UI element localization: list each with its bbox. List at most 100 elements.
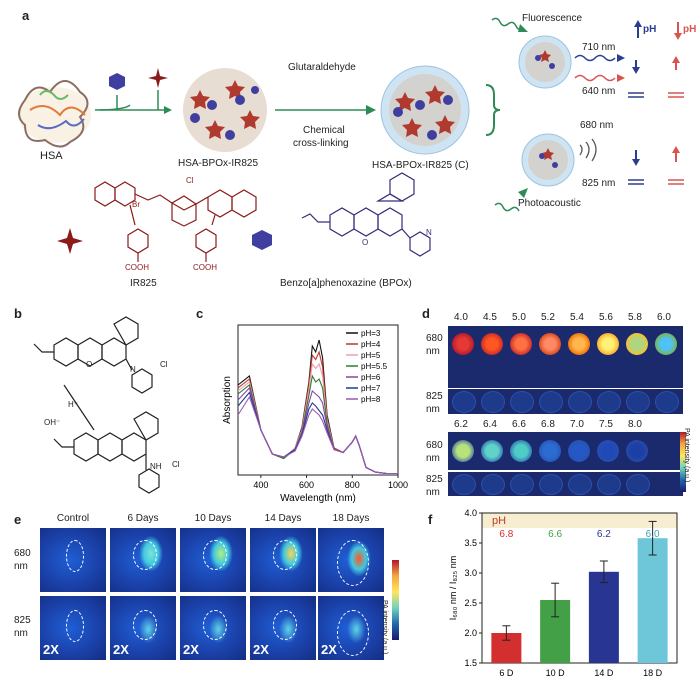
e-row-825-label: 825 [14, 615, 31, 626]
e-tumor-outline [66, 610, 84, 642]
e-tumor-outline [337, 610, 369, 656]
bpox-hexagon-icon [109, 73, 125, 90]
e-row-680-nm: nm [14, 561, 28, 572]
d-ph-label-top: 6.0 [657, 312, 671, 323]
panel-label-e: e [14, 512, 22, 527]
panel-label-a: a [22, 8, 30, 23]
d-well-680 [481, 333, 503, 355]
d-well-680-bottom [568, 440, 590, 462]
d-ph-label-bottom: 6.8 [541, 419, 555, 430]
cooh-label-2: COOH [193, 263, 217, 272]
d-colorbar [680, 432, 686, 492]
e-column-label: 18 Days [332, 513, 370, 524]
bpox-structure [301, 172, 431, 257]
e-zoom-label: 2X [183, 642, 199, 657]
bpox-hexagon-icon-2 [252, 230, 272, 250]
d-row-825b-nm: nm [426, 487, 440, 498]
d-well-680-bottom [481, 440, 503, 462]
f-ph-value: 6.2 [597, 529, 611, 540]
ir825-cl-label: Cl [186, 176, 194, 185]
d-well-825 [626, 391, 650, 413]
b-ohminus-label: OH⁻ [44, 418, 61, 427]
wavelength-825-label: 825 nm [582, 178, 616, 189]
f-ph-value: 6.0 [646, 529, 660, 540]
d-well-680-bottom [539, 440, 561, 462]
bpox-o-label: O [362, 238, 369, 247]
e-zoom-label: 2X [253, 642, 269, 657]
np2-label: HSA-BPOx-IR825 (C) [372, 160, 469, 171]
d-ph-label-bottom: 7.0 [570, 419, 584, 430]
fluorescence-nanoparticle [518, 35, 572, 89]
ir825-structure [94, 181, 257, 262]
d-well-825-bottom [597, 474, 621, 495]
ratio-bar-chart: 1.5 2.0 2.5 3.0 3.5 4.0 I₆₈₀ nm / I₈₂₅ nm pH 6.8… [448, 508, 678, 678]
e-tumor-outline [203, 540, 227, 570]
d-well-680-bottom [452, 440, 474, 462]
f-ytick-label: 4.0 [464, 508, 477, 518]
c-legend-label: pH=6 [361, 373, 381, 382]
d-row-680-label: 680 [426, 333, 443, 344]
d-well-825 [452, 391, 476, 413]
d-well-825 [597, 391, 621, 413]
d-ph-label-top: 5.8 [628, 312, 642, 323]
d-well-680 [655, 333, 677, 355]
c-legend-label: pH=7 [361, 384, 381, 393]
b-n-label: N [130, 365, 136, 374]
d-well-825 [481, 391, 505, 413]
b-hplus-label: H⁺ [68, 400, 78, 409]
crosslink-label-1: Chemical [303, 125, 345, 136]
d-ph-label-bottom: 8.0 [628, 419, 642, 430]
d-row-680b-nm: nm [426, 453, 440, 464]
e-column-label: 6 Days [127, 513, 159, 524]
d-well-680 [452, 333, 474, 355]
d-well-825 [568, 391, 592, 413]
d-row-825-label: 825 [426, 391, 443, 402]
f-ylabel: I₆₈₀ nm / I₈₂₅ nm [448, 556, 458, 620]
e-column-label: 10 Days [194, 513, 232, 524]
d-ph-label-top: 5.0 [512, 312, 526, 323]
c-series-line [237, 339, 398, 475]
d-row-680-nm: nm [426, 346, 440, 357]
d-well-680 [510, 333, 532, 355]
d-row-680b-label: 680 [426, 440, 443, 451]
absorption-chart: 400 600 800 1000 Wavelength (nm) Absorption pH… [222, 324, 408, 504]
f-ytick-label: 3.5 [464, 538, 477, 548]
panel-label-b: b [14, 306, 22, 321]
ir825-label: IR825 [130, 278, 157, 289]
f-category-label: 18 D [643, 668, 663, 678]
hsa-label: HSA [40, 150, 63, 162]
nanoparticle-2 [380, 65, 470, 155]
hsa-protein-illustration [18, 80, 91, 148]
d-row-825b-label: 825 [426, 474, 443, 485]
photoacoustic-label: Photoacoustic [518, 198, 581, 209]
panel-label-f: f [428, 512, 433, 527]
c-legend-label: pH=4 [361, 340, 381, 349]
e-column-label: 14 Days [264, 513, 302, 524]
glutaraldehyde-label: Glutaraldehyde [288, 62, 356, 73]
nanoparticle-1 [183, 68, 267, 152]
bpox-label: Benzo[a]phenoxazine (BPOx) [280, 278, 412, 289]
f-ph-band [482, 513, 677, 528]
d-ph-label-bottom: 6.4 [483, 419, 497, 430]
f-plot-frame [481, 512, 678, 664]
d-well-680-bottom [626, 440, 648, 462]
d-well-680-bottom [597, 440, 619, 462]
e-row-680-label: 680 [14, 548, 31, 559]
d-well-825-bottom [452, 474, 476, 495]
f-category-label: 10 D [546, 668, 566, 678]
d-well-825 [655, 391, 679, 413]
ir825-br-label: Br [132, 200, 140, 209]
e-tumor-outline [273, 540, 297, 570]
d-ph-label-top: 4.5 [483, 312, 497, 323]
panel-label-d: d [422, 306, 430, 321]
e-colorbar [392, 560, 399, 640]
panel-a-scheme [18, 17, 684, 262]
c-xlabel: Wavelength (nm) [280, 493, 356, 504]
d-well-680 [539, 333, 561, 355]
emission-710-label: 710 nm [582, 42, 616, 53]
d-ph-label-bottom: 6.6 [512, 419, 526, 430]
c-legend-label: pH=5.5 [361, 362, 388, 371]
c-legend-label: pH=5 [361, 351, 381, 360]
d-well-825-bottom [626, 474, 650, 495]
f-bar [637, 538, 668, 663]
